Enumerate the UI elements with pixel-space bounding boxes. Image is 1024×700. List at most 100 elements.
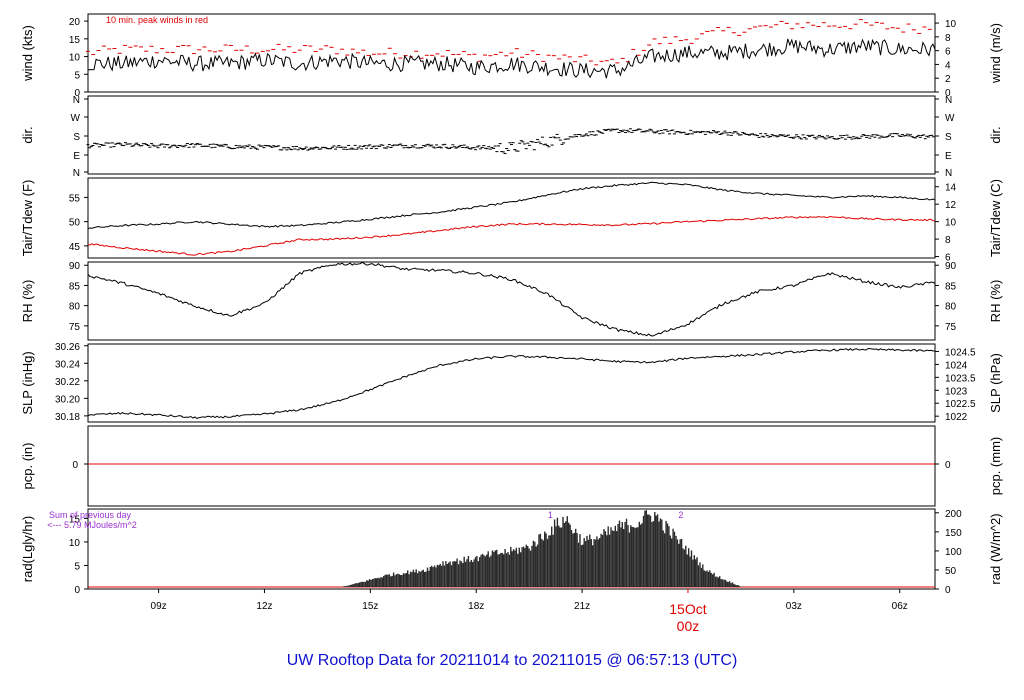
radiation-bar bbox=[429, 566, 431, 587]
radiation-bar bbox=[734, 584, 736, 587]
radiation-bar bbox=[493, 551, 495, 587]
radiation-bar bbox=[416, 573, 419, 587]
left-tick-label: S bbox=[73, 132, 80, 143]
radiation-bar bbox=[371, 579, 374, 587]
radiation-bar bbox=[496, 549, 498, 587]
radiation-bar bbox=[387, 574, 389, 587]
radiation-bar bbox=[737, 585, 739, 587]
left-tick-label: 90 bbox=[69, 261, 81, 272]
radiation-bar bbox=[666, 523, 669, 587]
radiation-bar bbox=[717, 577, 719, 587]
left-tick-label: 20 bbox=[69, 17, 81, 28]
radiation-bar bbox=[440, 565, 443, 587]
radiation-bar bbox=[421, 570, 423, 587]
radiation-bar bbox=[579, 534, 581, 587]
radiation-bar bbox=[716, 576, 718, 587]
right-axis-label-direction: dir. bbox=[988, 126, 1003, 143]
radiation-bar bbox=[361, 581, 364, 587]
radiation-bar bbox=[514, 550, 516, 587]
radiation-bar bbox=[640, 524, 642, 587]
radiation-bar bbox=[621, 522, 623, 587]
left-tick-label: N bbox=[73, 168, 80, 179]
radiation-bar bbox=[599, 538, 601, 587]
radiation-bar bbox=[736, 585, 738, 587]
radiation-bar bbox=[424, 572, 426, 587]
panel-humidity: RH (%) RH (%) 75 80 85 90 75 80 85 90 bbox=[20, 261, 1003, 341]
right-axis-label-temperature: Tair/Tdew (C) bbox=[988, 179, 1003, 257]
left-tick-label: 30.22 bbox=[55, 377, 80, 388]
right-tick-label: 150 bbox=[945, 528, 962, 539]
radiation-bar bbox=[452, 561, 454, 587]
radiation-bar bbox=[450, 565, 453, 587]
radiation-bar bbox=[720, 579, 722, 587]
radiation-bar bbox=[532, 540, 535, 587]
left-tick-label: 50 bbox=[69, 218, 81, 229]
radiation-bar bbox=[448, 562, 450, 587]
radiation-bar bbox=[695, 559, 697, 587]
radiation-bar bbox=[692, 559, 694, 587]
panel-direction: dir. dir.N NW WS SE EN N bbox=[20, 95, 1003, 179]
radiation-bar bbox=[713, 572, 715, 587]
radiation-bar bbox=[641, 523, 643, 587]
radiation-bar bbox=[411, 572, 413, 587]
left-tick-label: 0 bbox=[72, 460, 78, 471]
rad-annotation-line2: <--- 5.79 MJoules/m^2 bbox=[47, 520, 137, 530]
radiation-bar bbox=[592, 545, 594, 587]
radiation-bar bbox=[727, 582, 729, 587]
radiation-bar bbox=[467, 556, 470, 587]
radiation-bar bbox=[669, 535, 671, 587]
left-tick-label: 10 bbox=[69, 53, 81, 64]
radiation-bar bbox=[521, 547, 523, 587]
panel-wind: wind (kts) wind (m/s) 0 5 10 15 20 0 2 4 6 8 10 10 mi… bbox=[20, 13, 1003, 99]
radiation-bar bbox=[582, 544, 584, 587]
panel-pressure: SLP (inHg) SLP (hPa) 30.18 30.20 30.22 30.24 3… bbox=[20, 342, 1003, 423]
radiation-bar bbox=[409, 571, 412, 587]
radiation-bar bbox=[649, 515, 652, 587]
radiation-bar bbox=[632, 527, 635, 587]
radiation-bar bbox=[658, 521, 660, 587]
radiation-bar bbox=[402, 573, 405, 587]
radiation-bar bbox=[635, 527, 638, 587]
rad-annotation-line1: Sum of previous day bbox=[49, 510, 132, 520]
radiation-bar bbox=[544, 531, 546, 587]
radiation-bar bbox=[589, 534, 591, 587]
radiation-bar bbox=[710, 572, 712, 587]
radiation-bar bbox=[391, 575, 393, 587]
radiation-bar bbox=[634, 528, 636, 587]
left-tick-label: N bbox=[73, 95, 80, 106]
radiation-bar bbox=[438, 565, 440, 587]
left-axis-label-humidity: RH (%) bbox=[20, 280, 35, 323]
right-tick-label: 200 bbox=[945, 509, 962, 520]
radiation-bar bbox=[668, 526, 670, 587]
x-tick-label: 12z bbox=[256, 601, 272, 612]
radiation-bar bbox=[428, 570, 430, 587]
radiation-bar bbox=[378, 578, 381, 587]
radiation-bar bbox=[486, 554, 488, 587]
radiation-bar bbox=[541, 539, 543, 587]
radiation-bar bbox=[659, 518, 662, 587]
radiation-bar bbox=[733, 583, 735, 587]
radiation-bar bbox=[689, 556, 691, 587]
radiation-bar bbox=[442, 561, 444, 587]
panel-frame-temperature bbox=[87, 177, 936, 259]
radiation-bar bbox=[565, 521, 567, 587]
right-tick-label: 4 bbox=[945, 60, 951, 71]
radiation-bar bbox=[398, 574, 400, 587]
radiation-bar bbox=[435, 567, 437, 587]
radiation-bar bbox=[647, 514, 649, 587]
right-tick-label: 90 bbox=[945, 261, 957, 272]
x-tick-label: 21z bbox=[574, 601, 590, 612]
radiation-bar bbox=[597, 539, 599, 587]
radiation-bar bbox=[366, 580, 368, 587]
right-tick-label: 0 bbox=[945, 585, 951, 596]
radiation-bar bbox=[503, 554, 505, 587]
panel-temperature: Tair/Tdew (F) Tair/Tdew (C) 45 50 55 6 8 10 12 14 bbox=[20, 177, 1003, 264]
radiation-bar bbox=[665, 520, 667, 587]
radiation-bar bbox=[678, 543, 680, 587]
radiation-bar bbox=[721, 579, 724, 587]
radiation-bar bbox=[600, 533, 602, 587]
radiation-bar bbox=[568, 522, 570, 587]
right-tick-label: 8 bbox=[945, 33, 951, 44]
left-tick-label: 55 bbox=[69, 193, 81, 204]
radiation-bar bbox=[436, 564, 439, 587]
